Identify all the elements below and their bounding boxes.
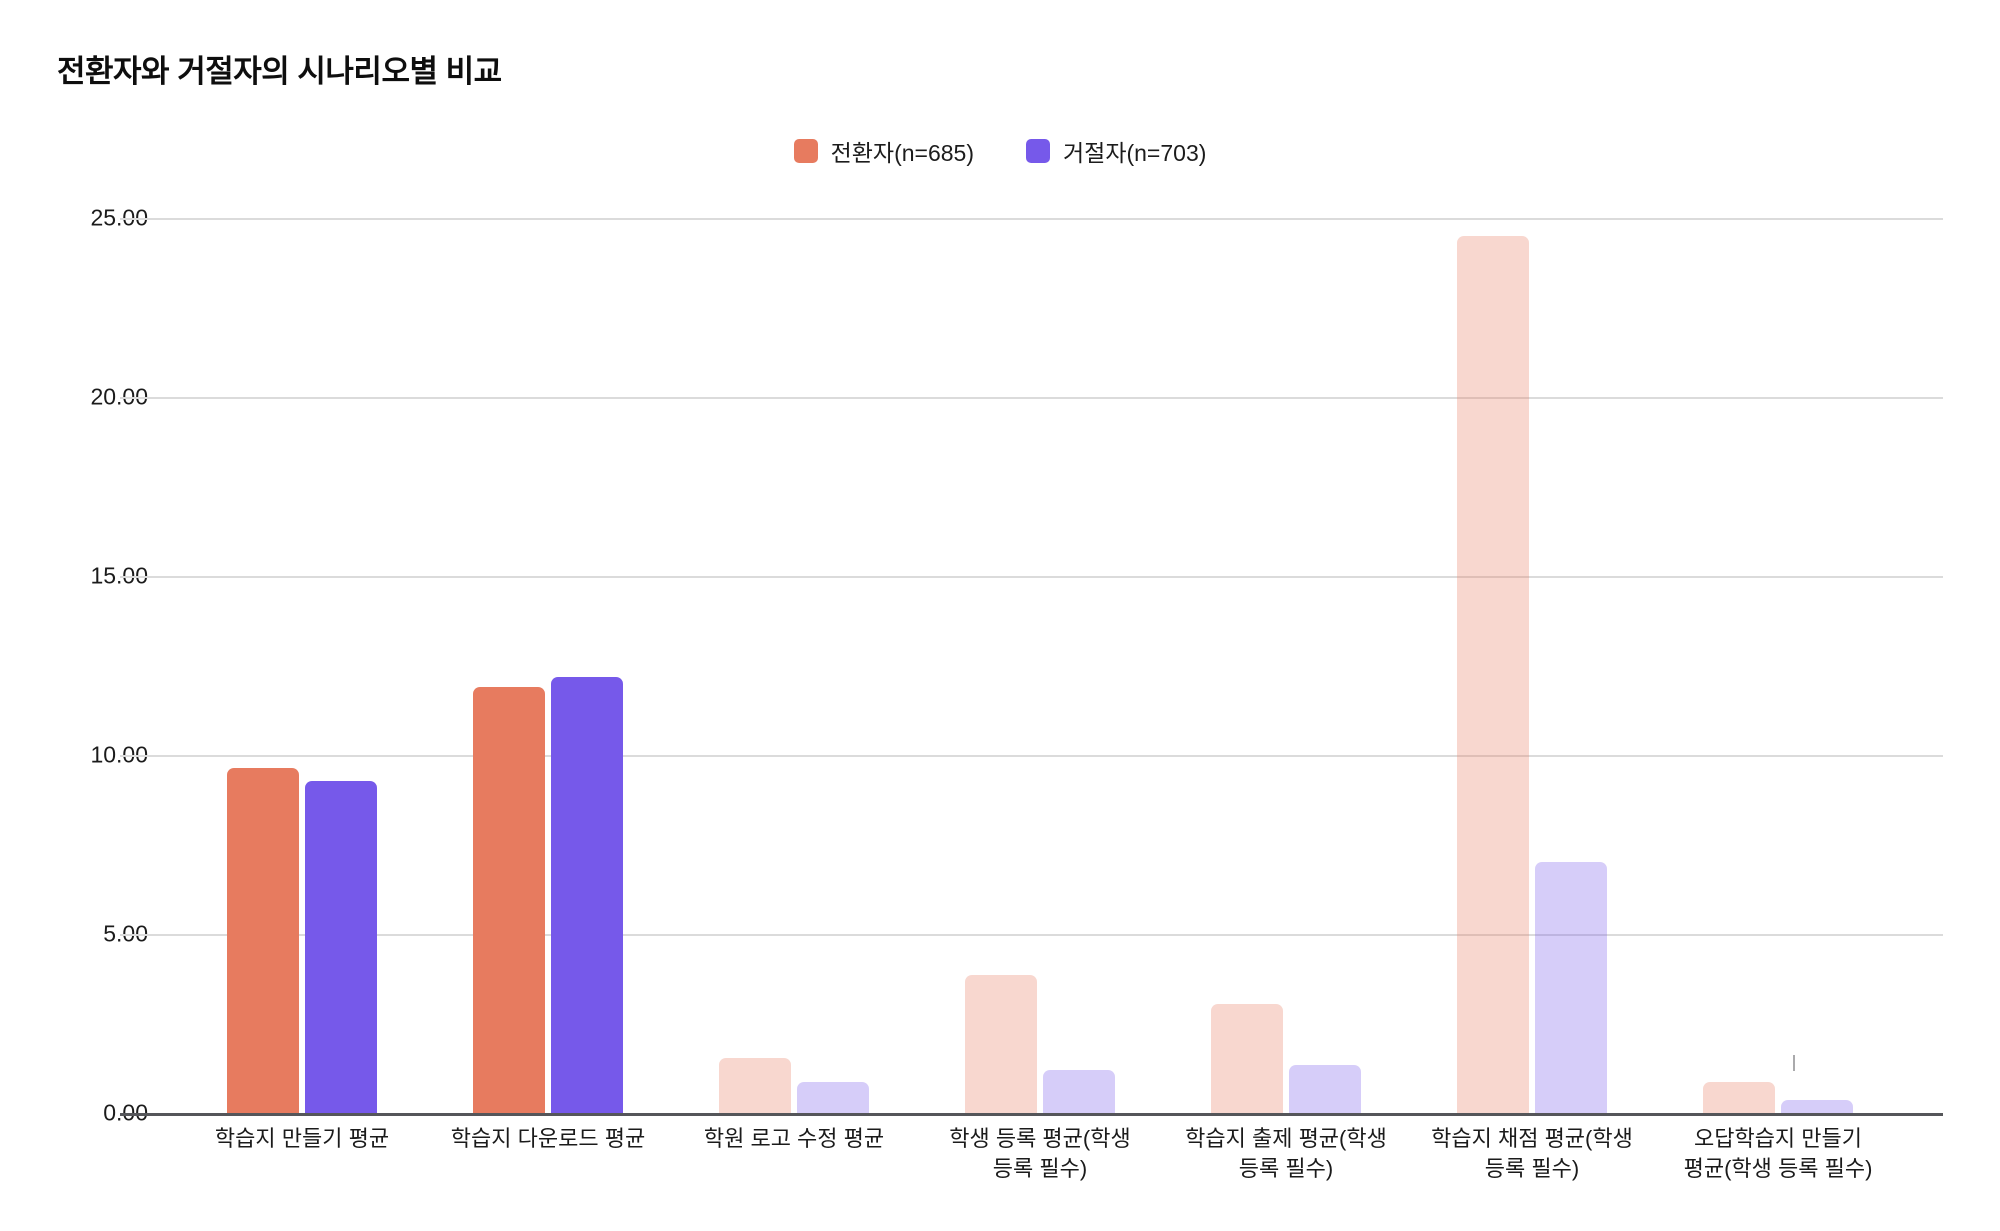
x-category-label-7: 오답학습지 만들기 평균(학생 등록 필수) [1683, 1126, 1873, 1181]
x-category-label-1: 학습지 만들기 평균 [214, 1126, 390, 1151]
y-tick-label-15.00: 15.00 [90, 562, 148, 589]
converters-color-swatch-icon [793, 139, 818, 163]
stray-cursor-tick [1793, 1055, 1795, 1071]
gridline-20.00 [120, 397, 1943, 399]
bar-series1-category7 [1703, 1081, 1775, 1113]
legend-label-converters: 전환자(n=685) [830, 140, 974, 166]
chart-title: 전환자와 거절자의 시나리오별 비교 [57, 54, 502, 89]
bar-series1-category4 [965, 975, 1037, 1113]
y-tick-label-10.00: 10.00 [90, 741, 148, 768]
bar-series2-category7 [1781, 1100, 1853, 1113]
bar-series1-category3 [719, 1057, 791, 1113]
gridline-15.00 [120, 576, 1943, 578]
legend-label-rejectors: 거절자(n=703) [1063, 140, 1207, 166]
bar-series1-category1 [227, 767, 299, 1113]
y-tick-label-25.00: 25.00 [90, 204, 148, 231]
chart-legend: 전환자(n=685) 거절자(n=703) [0, 134, 2000, 168]
x-category-label-5: 학습지 출제 평균(학생 등록 필수) [1185, 1126, 1387, 1181]
bar-series1-category6 [1457, 235, 1529, 1113]
x-category-label-6: 학습지 채점 평균(학생 등록 필수) [1431, 1126, 1633, 1181]
legend-item-converters[interactable]: 전환자(n=685) [793, 134, 974, 168]
x-axis-baseline [120, 1113, 1943, 1116]
bar-series2-category6 [1535, 862, 1607, 1113]
bar-series2-category2 [551, 676, 623, 1113]
bar-series2-category4 [1043, 1070, 1115, 1113]
y-tick-label-20.00: 20.00 [90, 383, 148, 410]
plot-area [120, 218, 1943, 1116]
bar-series2-category1 [305, 780, 377, 1113]
x-category-label-3: 학원 로고 수정 평균 [703, 1126, 885, 1151]
bar-series2-category3 [797, 1081, 869, 1113]
x-category-label-4: 학생 등록 평균(학생 등록 필수) [949, 1126, 1131, 1181]
y-tick-label-5.00: 5.00 [103, 920, 148, 947]
gridline-5.00 [120, 934, 1943, 936]
bar-series1-category2 [473, 686, 545, 1113]
x-category-label-2: 학습지 다운로드 평균 [450, 1126, 646, 1151]
rejectors-color-swatch-icon [1026, 139, 1050, 163]
bar-series2-category5 [1289, 1065, 1361, 1113]
bar-series1-category5 [1211, 1003, 1283, 1113]
gridline-10.00 [120, 755, 1943, 757]
y-tick-label-0.00: 0.00 [0, 1100, 148, 1127]
gridline-25.00 [120, 218, 1943, 220]
legend-item-rejectors[interactable]: 거절자(n=703) [1026, 134, 1206, 168]
y-axis-labels: 25.00 20.00 15.00 10.00 5.00 0.00 [0, 205, 148, 1126]
